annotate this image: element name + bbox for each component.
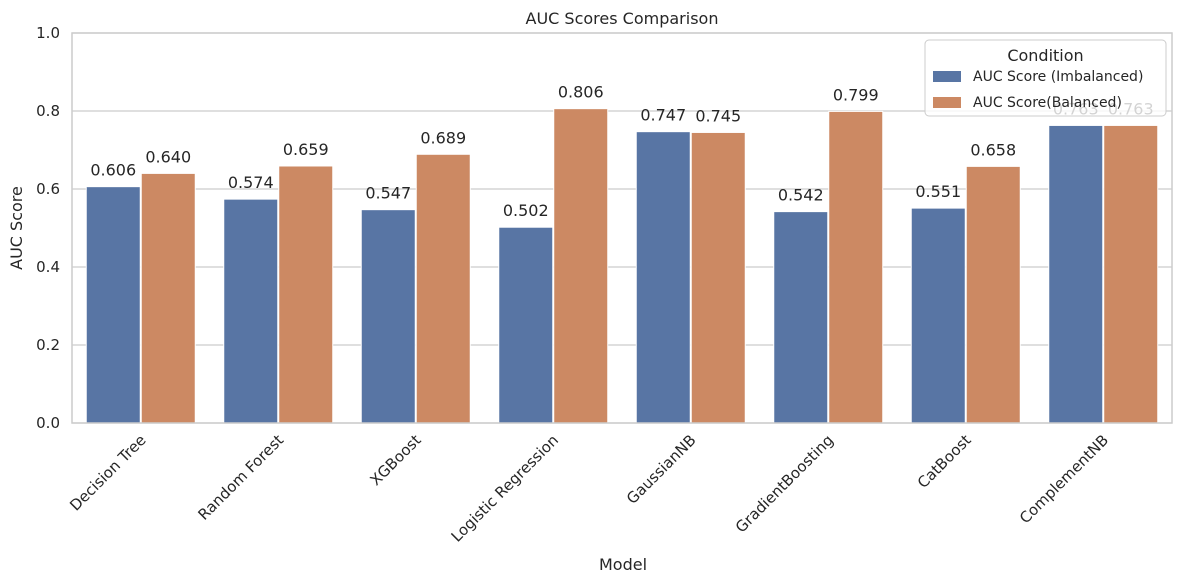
value-label: 0.689 (420, 128, 466, 147)
bars (85, 108, 1159, 424)
bar-balanced (140, 172, 196, 424)
bar-balanced (415, 153, 471, 424)
value-label: 0.551 (915, 182, 961, 201)
legend-box (924, 39, 1167, 117)
bar-imbalanced (85, 186, 141, 424)
x-tick-label: Random Forest (195, 431, 288, 524)
y-tick-label: 0.2 (36, 336, 60, 354)
value-label: 0.659 (283, 140, 329, 159)
bar-imbalanced (498, 226, 554, 424)
y-tick-label: 1.0 (36, 24, 60, 42)
value-label: 0.547 (365, 184, 411, 203)
bar-imbalanced (223, 198, 279, 424)
x-tick-label: GradientBoosting (732, 431, 837, 536)
y-tick-label: 0.0 (36, 414, 60, 432)
legend-swatch (933, 71, 961, 82)
bar-imbalanced (773, 211, 829, 424)
y-tick-label: 0.4 (36, 258, 60, 276)
bar-balanced (828, 110, 884, 424)
bar-imbalanced (635, 131, 691, 424)
value-label: 0.502 (503, 201, 549, 220)
x-tick-label: Logistic Regression (448, 431, 562, 545)
legend-label: AUC Score (Imbalanced) (973, 69, 1143, 85)
bar-imbalanced (360, 209, 416, 424)
bar-imbalanced (1048, 124, 1104, 424)
bar-balanced (553, 108, 609, 424)
value-label: 0.747 (640, 106, 686, 125)
x-axis-title: Model (599, 555, 647, 574)
bar-balanced (1103, 124, 1159, 424)
value-label: 0.606 (90, 161, 136, 180)
legend: Condition AUC Score (Imbalanced) AUC Score… (924, 39, 1167, 117)
x-tick-label: ComplementNB (1016, 431, 1112, 527)
legend-label: AUC Score(Balanced) (973, 95, 1122, 111)
y-axis-title: AUC Score (7, 186, 26, 270)
y-tick-label: 0.8 (36, 102, 60, 120)
value-label: 0.542 (778, 186, 824, 205)
value-label: 0.640 (145, 147, 191, 166)
bar-imbalanced (910, 207, 966, 424)
value-label: 0.745 (695, 106, 741, 125)
value-label: 0.658 (970, 140, 1016, 159)
plot-frame (71, 32, 1173, 424)
value-label: 0.799 (833, 85, 879, 104)
y-tick-label: 0.6 (36, 180, 60, 198)
x-tick-label: XGBoost (366, 431, 424, 489)
legend-swatch (933, 97, 961, 108)
value-label: 0.574 (228, 173, 274, 192)
bar-balanced (278, 165, 334, 424)
chart-title: AUC Scores Comparison (526, 9, 719, 28)
legend-title: Condition (1007, 46, 1083, 65)
x-tick-label: Decision Tree (66, 431, 149, 514)
bar-balanced (690, 131, 746, 424)
x-tick-label: GaussianNB (623, 431, 700, 508)
bar-balanced (965, 165, 1021, 424)
x-tick-label: CatBoost (914, 431, 975, 492)
value-label: 0.806 (558, 83, 604, 102)
